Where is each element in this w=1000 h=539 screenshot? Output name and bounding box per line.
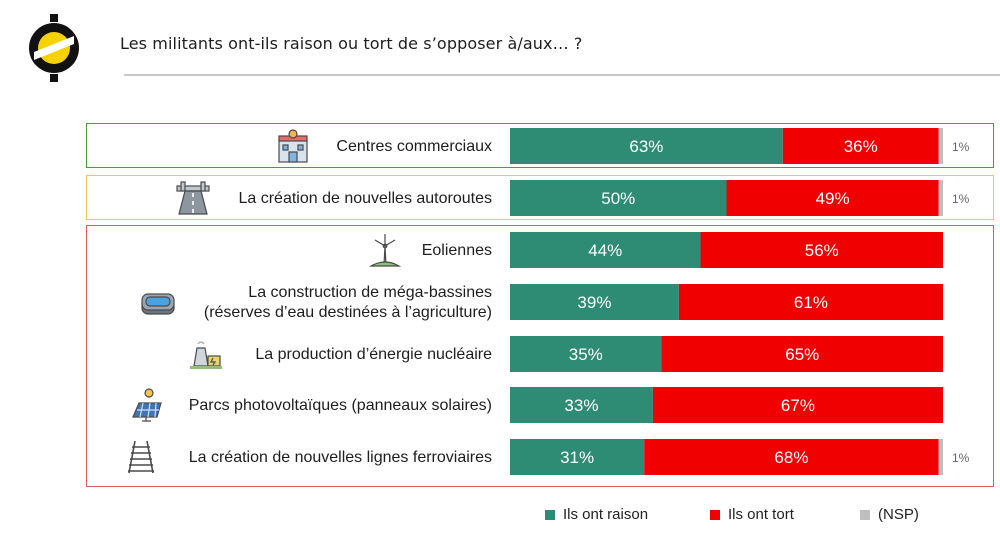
bar-label-tort: 61% <box>794 293 828 312</box>
bar-raison <box>510 284 679 320</box>
bar-tort <box>652 387 943 423</box>
bar-nsp <box>938 439 943 475</box>
bar-label-tort: 49% <box>816 189 850 208</box>
category-label: La création de nouvelles autoroutes <box>238 190 492 207</box>
category-label: La création de nouvelles lignes ferrovia… <box>189 449 492 466</box>
group-box-energie <box>86 225 994 487</box>
nuclear-plant-icon <box>190 341 222 369</box>
water-basin-icon <box>141 293 175 315</box>
bar-tort <box>782 128 939 164</box>
legend-item-raison: Ils ont raison <box>545 506 648 523</box>
bar-tort <box>661 336 943 372</box>
category-label: Eoliennes <box>422 242 492 259</box>
highway-icon <box>176 181 210 215</box>
bar-label-tort: 68% <box>774 448 808 467</box>
bar-label-raison: 44% <box>588 241 622 260</box>
bar-label-raison: 33% <box>564 396 598 415</box>
bar-nsp <box>938 180 943 216</box>
category-label: La production d’énergie nucléaire <box>255 346 492 363</box>
legend-swatch-nsp <box>860 509 870 520</box>
legend-item-tort: Ils ont tort <box>710 506 794 523</box>
legend-swatch-tort <box>710 509 720 520</box>
page-title: Les militants ont-ils raison ou tort de … <box>120 34 583 53</box>
bar-label-nsp: 1% <box>952 192 970 206</box>
bar-raison <box>510 336 662 372</box>
bar-label-tort: 36% <box>844 137 878 156</box>
bar-label-raison: 63% <box>629 137 663 156</box>
bar-tort <box>678 284 943 320</box>
legend-label-raison: Ils ont raison <box>563 506 649 523</box>
bar-label-nsp: 1% <box>952 140 970 154</box>
brand-logo-icon <box>29 14 79 82</box>
wind-turbine-icon <box>368 234 402 267</box>
solar-panel-icon <box>132 388 162 422</box>
legend-label-nsp: (NSP) <box>878 506 919 523</box>
group-box-commerce <box>86 123 994 168</box>
bar-nsp <box>938 128 943 164</box>
bar-label-raison: 50% <box>601 189 635 208</box>
title-divider <box>124 74 1000 76</box>
bar-tort <box>726 180 939 216</box>
bar-raison <box>510 387 653 423</box>
legend-item-nsp: (NSP) <box>860 506 919 523</box>
shopping-mall-icon <box>278 129 308 163</box>
bar-label-tort: 65% <box>785 345 819 364</box>
bar-tort <box>644 439 939 475</box>
bar-label-raison: 31% <box>560 448 594 467</box>
bar-tort <box>700 232 943 268</box>
bar-label-tort: 56% <box>805 241 839 260</box>
group-box-autoroutes <box>86 175 994 220</box>
bar-label-raison: 39% <box>577 293 611 312</box>
category-label: Parcs photovoltaïques (panneaux solaires… <box>189 397 492 414</box>
category-label: La construction de méga-bassines (réserve… <box>204 284 492 321</box>
bar-label-tort: 67% <box>781 396 815 415</box>
bar-label-nsp: 1% <box>952 451 970 465</box>
bar-label-raison: 35% <box>569 345 603 364</box>
bar-raison <box>510 439 645 475</box>
bar-raison <box>510 232 701 268</box>
category-label: Centres commerciaux <box>336 138 492 155</box>
bar-raison <box>510 180 727 216</box>
railway-icon <box>128 440 154 474</box>
bar-raison <box>510 128 783 164</box>
legend-label-tort: Ils ont tort <box>728 506 794 523</box>
legend-swatch-raison <box>545 509 555 520</box>
